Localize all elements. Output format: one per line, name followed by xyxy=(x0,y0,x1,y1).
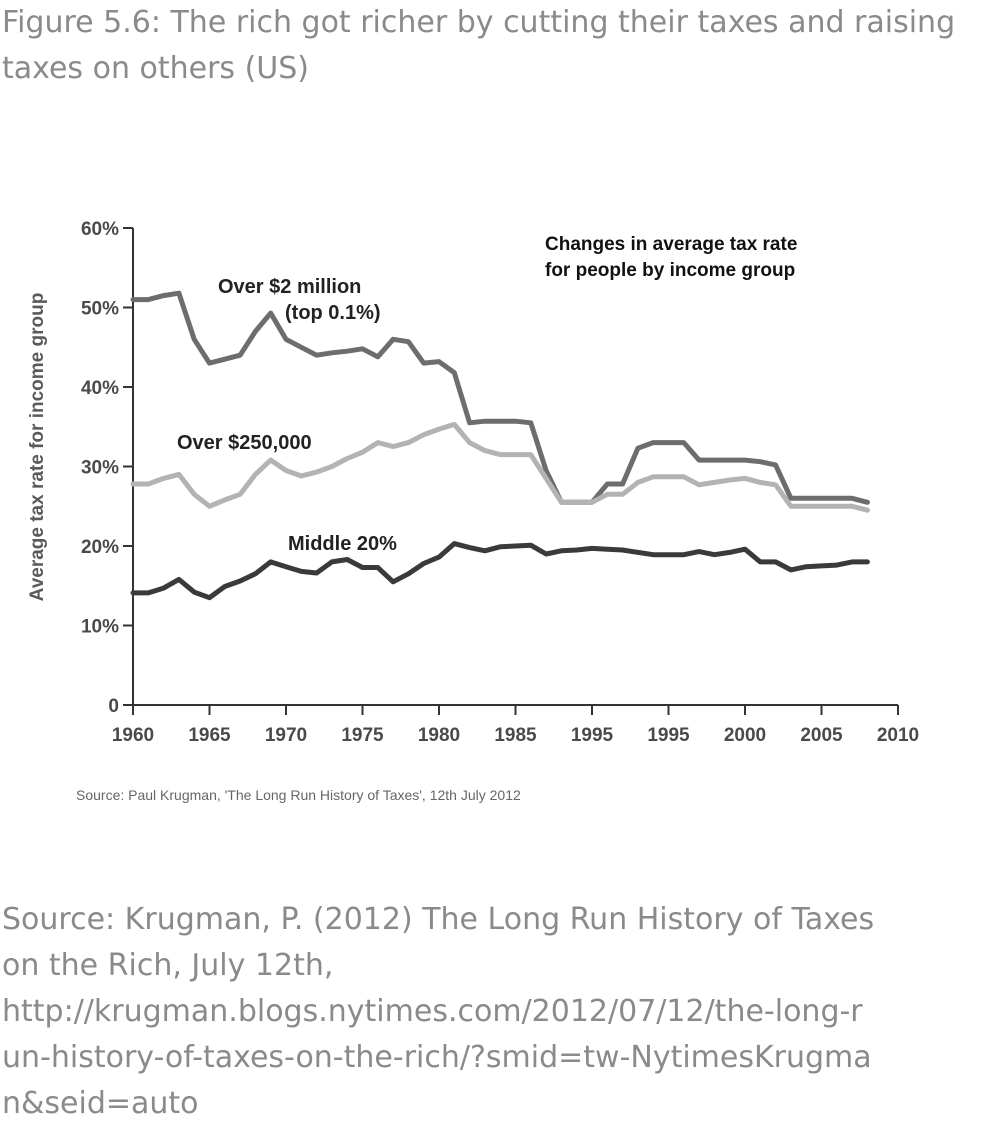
y-tick-label: 0 xyxy=(108,696,119,717)
y-tick-label: 40% xyxy=(81,378,119,399)
x-tick-label: 1970 xyxy=(265,725,307,746)
x-tick-label: 2005 xyxy=(800,725,843,746)
series-lines xyxy=(130,290,870,601)
source-line-1: Source: Krugman, P. (2012) The Long Run … xyxy=(2,902,875,937)
axes xyxy=(123,227,899,715)
x-tick-label: 1985 xyxy=(494,725,537,746)
x-tick-label: 2010 xyxy=(877,725,919,746)
chart-title-line-2: for people by income group xyxy=(545,260,795,281)
chart-title-line-1: Changes in average tax rate xyxy=(545,234,797,255)
series-line-middle-20 xyxy=(130,541,870,601)
y-tick-label: 10% xyxy=(81,617,119,638)
series-line-over-2-million xyxy=(130,290,870,505)
bottom-source-citation: Source: Krugman, P. (2012) The Long Run … xyxy=(2,897,997,1127)
series-label-over-2-million: Over $2 million xyxy=(218,276,361,298)
chart-source-note: Source: Paul Krugman, 'The Long Run Hist… xyxy=(76,787,521,803)
y-tick-label: 20% xyxy=(81,537,119,558)
x-tick-label: 2000 xyxy=(724,725,766,746)
tick-labels: 60% 50% 40% 30% 20% 10% 0 1960 1965 1970 1975 1980 1… xyxy=(81,219,919,746)
x-tick-label: 1995 xyxy=(647,725,690,746)
series-label-over-250000: Over $250,000 xyxy=(177,432,312,454)
y-tick-label: 30% xyxy=(81,458,119,479)
tax-rate-line-chart: 60% 50% 40% 30% 20% 10% 0 1960 1965 1970 1975 1980 1… xyxy=(27,219,919,803)
source-line-2: on the Rich, July 12th, xyxy=(2,948,334,983)
source-line-5: n&seid=auto xyxy=(2,1086,199,1121)
figure-title: Figure 5.6: The rich got richer by cutti… xyxy=(2,5,956,86)
source-line-4: un-history-of-taxes-on-the-rich/?smid=tw… xyxy=(2,1040,872,1075)
source-line-3: http://krugman.blogs.nytimes.com/2012/07… xyxy=(2,994,863,1029)
x-tick-label: 1960 xyxy=(112,725,154,746)
series-label-middle-20: Middle 20% xyxy=(288,533,397,555)
y-axis-label: Average tax rate for income group xyxy=(27,293,48,602)
x-tick-label: 1965 xyxy=(188,725,231,746)
x-tick-label: 1995 xyxy=(571,725,614,746)
y-tick-label: 50% xyxy=(81,299,119,320)
y-tick-label: 60% xyxy=(81,219,119,240)
x-tick-label: 1975 xyxy=(341,725,384,746)
series-labels: Over $2 million (top 0.1%) Over $250,000 Mi… xyxy=(177,276,397,555)
x-tick-label: 1980 xyxy=(418,725,460,746)
series-line-over-250000 xyxy=(130,421,870,513)
series-label-over-2-million: (top 0.1%) xyxy=(285,302,381,324)
